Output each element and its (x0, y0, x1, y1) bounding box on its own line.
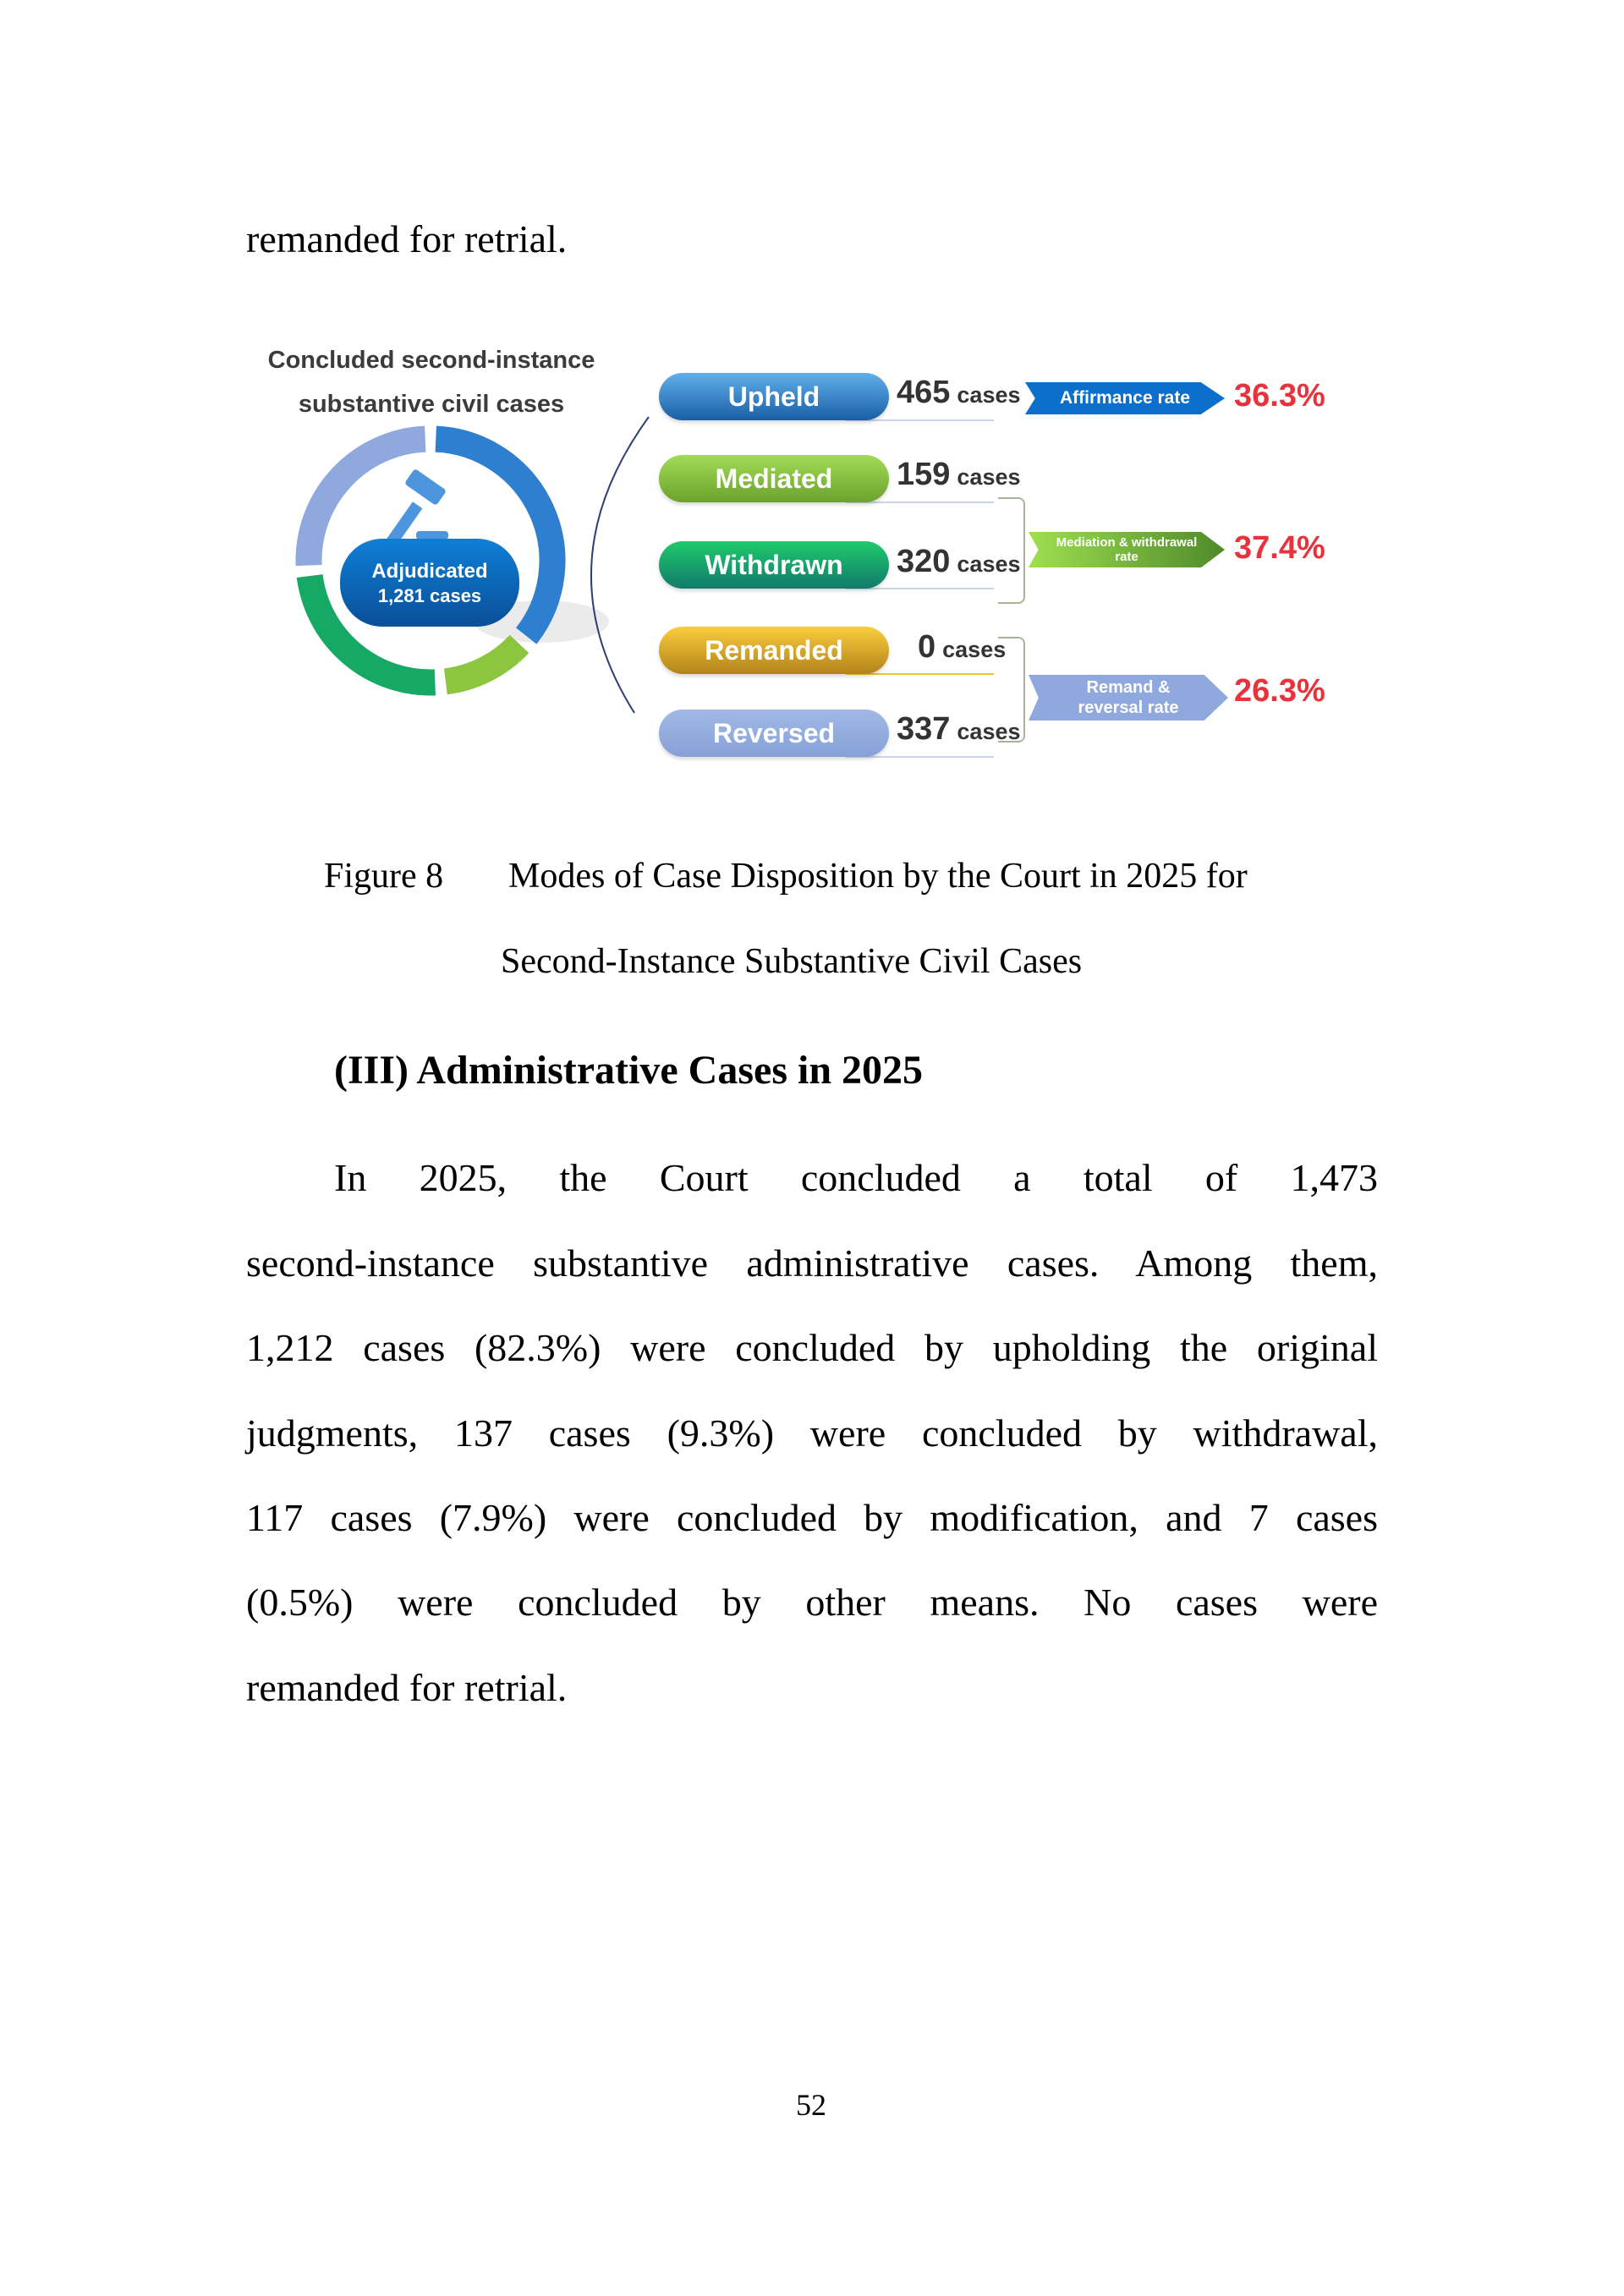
pill-mediated: Mediated (659, 455, 889, 502)
bracket-remand-reversal (998, 637, 1025, 743)
figure-number: Figure 8 (324, 857, 444, 896)
paragraph-line: In 2025, the Court concluded a total of … (334, 1156, 1378, 1199)
count-unit: cases (957, 719, 1021, 744)
center-badge (340, 539, 519, 627)
donut-segment-reversed (295, 425, 426, 567)
connector-curve (590, 416, 650, 714)
center-label-title: Adjudicated (371, 560, 487, 583)
gavel-icon (384, 469, 448, 549)
count-remanded: 0 cases (918, 629, 1006, 666)
caption-line-1: Modes of Case Disposition by the Court i… (508, 857, 1248, 896)
count-value: 159 (897, 457, 951, 492)
pill-remanded: Remanded (659, 627, 889, 674)
count-reversed: 337 cases (897, 711, 1021, 748)
paragraph-line: remanded for retrial. (246, 1666, 568, 1709)
arrow-mediation-withdrawal-rate: Mediation & withdrawal rate (1029, 532, 1225, 567)
donut-segment-mediated (443, 634, 529, 695)
donut-segment-withdrawn (296, 573, 436, 696)
count-unit: cases (957, 382, 1021, 408)
bracket-mediation-withdrawal (998, 497, 1025, 604)
paragraph-line: (0.5%) were concluded by other means. No… (246, 1581, 1378, 1624)
paragraph-line: second-instance substantive administrati… (246, 1241, 1378, 1285)
count-value: 0 (918, 629, 936, 665)
pill-upheld: Upheld (659, 373, 889, 420)
rate-affirmance: 36.3% (1234, 378, 1325, 414)
paragraph-line: 1,212 cases (82.3%) were concluded by up… (246, 1326, 1378, 1369)
count-value: 465 (897, 375, 951, 410)
figure-title-line-1: Concluded second-instance (267, 347, 595, 374)
count-unit: cases (942, 637, 1007, 662)
arrow-remand-reversal-rate: Remand & reversal rate (1029, 675, 1228, 721)
donut-chart: Adjudicated 1,281 cases (295, 416, 650, 714)
top-text-line: remanded for retrial. (246, 217, 568, 260)
count-upheld: 465 cases (897, 375, 1021, 411)
section-heading: (III) Administrative Cases in 2025 (334, 1048, 924, 1093)
center-label-count: 1,281 cases (378, 585, 481, 606)
count-mediated: 159 cases (897, 457, 1021, 493)
figure-8: Concluded second-instance substantive ci… (0, 0, 1624, 812)
page-number: 52 (796, 2088, 826, 2122)
count-value: 337 (897, 711, 951, 747)
caption-line-2: Second-Instance Substantive Civil Cases (501, 942, 1083, 981)
pill-reversed: Reversed (659, 710, 889, 757)
figure-title: Concluded second-instance substantive ci… (245, 338, 617, 426)
rate-remand-reversal: 26.3% (1234, 673, 1325, 709)
figure-title-line-2: substantive civil cases (298, 391, 565, 418)
count-unit: cases (957, 551, 1021, 577)
count-value: 320 (897, 544, 951, 579)
paragraph-line: 117 cases (7.9%) were concluded by modif… (246, 1496, 1378, 1539)
rate-mediation-withdrawal: 37.4% (1234, 530, 1325, 566)
pill-withdrawn: Withdrawn (659, 541, 889, 589)
arrow-affirmance-rate: Affirmance rate (1025, 382, 1225, 414)
paragraph-line: judgments, 137 cases (9.3%) were conclud… (246, 1411, 1378, 1455)
count-unit: cases (957, 464, 1021, 490)
donut-segment-upheld (435, 425, 566, 644)
count-withdrawn: 320 cases (897, 544, 1021, 580)
